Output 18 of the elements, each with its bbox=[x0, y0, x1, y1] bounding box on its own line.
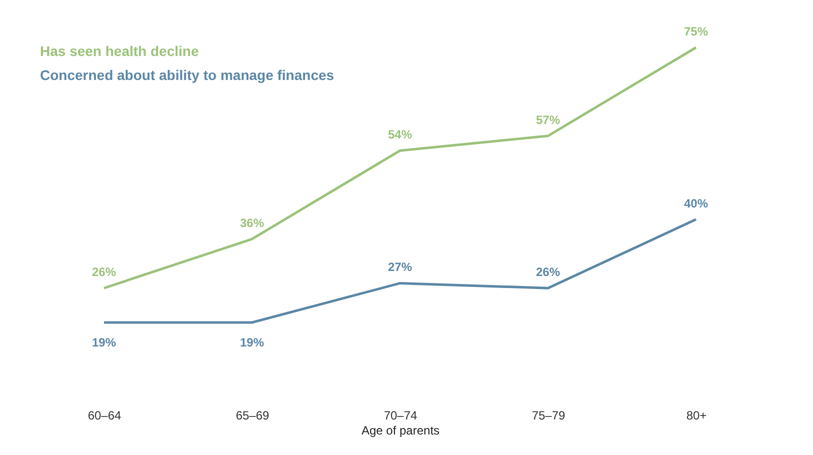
data-label: 27% bbox=[388, 260, 412, 274]
x-tick-label: 80+ bbox=[686, 408, 707, 422]
data-label: 40% bbox=[684, 196, 708, 210]
data-label: 19% bbox=[92, 336, 116, 350]
text: Concerned about ability to manage finances bbox=[40, 67, 334, 83]
data-label: 19% bbox=[240, 336, 264, 350]
x-axis-title: Age of parents bbox=[361, 424, 440, 438]
x-tick-label: 60–64 bbox=[88, 408, 122, 422]
x-tick-label: 70–74 bbox=[384, 408, 418, 422]
x-tick-label: 75–79 bbox=[532, 408, 566, 422]
data-label: 57% bbox=[536, 112, 560, 127]
data-label: 54% bbox=[388, 128, 412, 142]
data-label: 36% bbox=[240, 216, 264, 230]
data-label: 26% bbox=[536, 265, 560, 280]
text: Has seen health decline bbox=[40, 43, 199, 59]
x-tick-label: 65–69 bbox=[236, 408, 270, 422]
data-label: 26% bbox=[92, 265, 116, 280]
data-label: 75% bbox=[684, 24, 708, 38]
